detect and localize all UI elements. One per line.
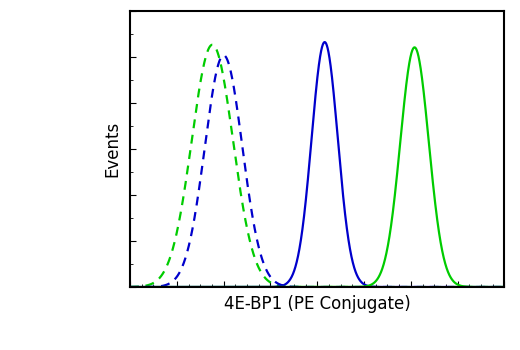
Y-axis label: Events: Events — [103, 121, 122, 177]
X-axis label: 4E-BP1 (PE Conjugate): 4E-BP1 (PE Conjugate) — [224, 295, 411, 313]
